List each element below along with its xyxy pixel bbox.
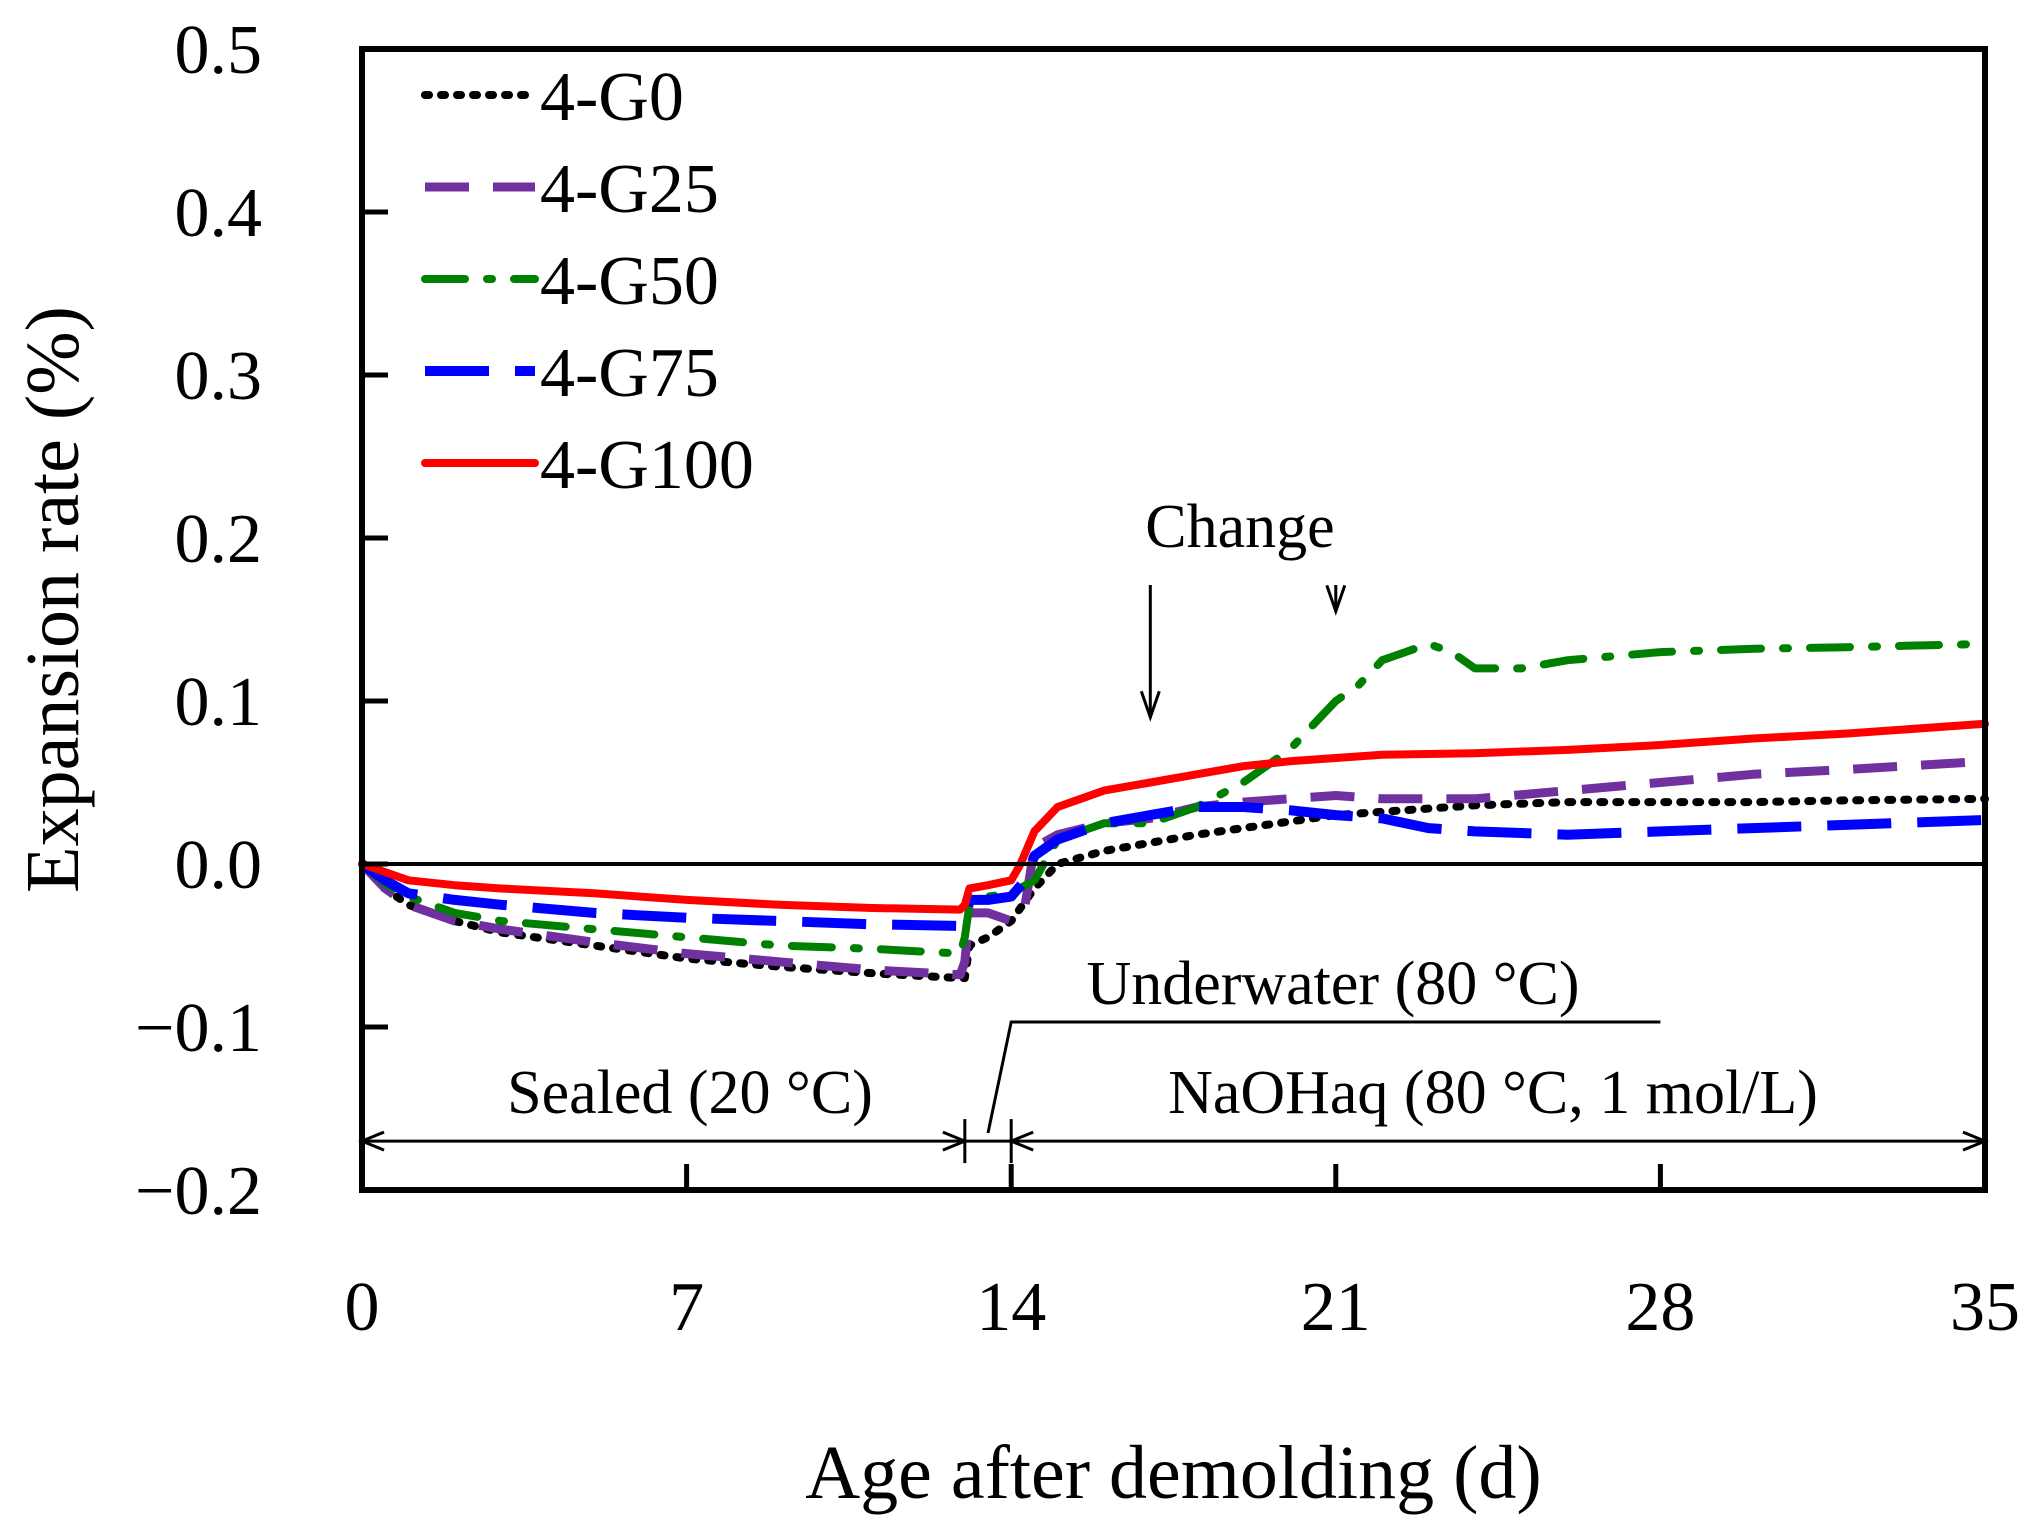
- change-label: Change: [1145, 493, 1334, 561]
- series-layer: [358, 639, 1989, 983]
- series-line-4-g25: [358, 756, 1986, 980]
- y-tick-label: 0.0: [175, 827, 263, 904]
- x-tick-label: 28: [1625, 1269, 1695, 1346]
- legend: 4-G0 4-G25 4-G50 4-G75 4-G100: [421, 59, 754, 504]
- series-line-4-g50: [358, 639, 1989, 958]
- y-axis-title: Expansion rate (%): [11, 306, 95, 893]
- y-tick-label: 0.2: [175, 501, 263, 578]
- naoh-label: NaOHaq (80 °C, 1 mol/L): [1168, 1059, 1818, 1127]
- legend-label-4-g100: 4-G100: [540, 427, 754, 504]
- x-axis-title: Age after demolding (d): [805, 1431, 1542, 1515]
- legend-label-4-g50: 4-G50: [540, 243, 719, 320]
- ticks-layer: 0 7 14 21 28 35 −0.2 −0.1 0.0 0.1 0.2 0.3 0.4 0.5: [135, 12, 2020, 1346]
- sealed-label: Sealed (20 °C): [507, 1059, 873, 1127]
- y-tick-label: −0.1: [135, 990, 262, 1067]
- series-line-4-g75: [359, 802, 1986, 931]
- annotations-layer: Change Underwater (80 °C) Sealed (20 °C) Na…: [358, 493, 1989, 1164]
- underwater-label: Underwater (80 °C): [1086, 950, 1579, 1018]
- plot-frame: [359, 46, 1988, 1193]
- series-line-4-g100: [358, 719, 1989, 914]
- legend-label-4-g25: 4-G25: [540, 151, 719, 228]
- x-tick-label: 35: [1950, 1269, 2020, 1346]
- legend-label-4-g0: 4-G0: [540, 59, 684, 136]
- change-arrow-head: [1325, 584, 1347, 616]
- legend-label-4-g75: 4-G75: [540, 335, 719, 412]
- x-tick-label: 7: [669, 1269, 704, 1346]
- y-tick-label: 0.4: [175, 175, 263, 252]
- y-tick-label: −0.2: [135, 1153, 262, 1230]
- x-tick-label: 0: [345, 1269, 380, 1346]
- x-tick-label: 14: [976, 1269, 1046, 1346]
- change-arrow-head: [1139, 690, 1161, 722]
- underwater-leader-line: [986, 1020, 1661, 1134]
- y-tick-label: 0.1: [175, 664, 263, 741]
- y-tick-label: 0.5: [175, 12, 263, 89]
- y-tick-label: 0.3: [175, 338, 263, 415]
- x-tick-label: 21: [1301, 1269, 1371, 1346]
